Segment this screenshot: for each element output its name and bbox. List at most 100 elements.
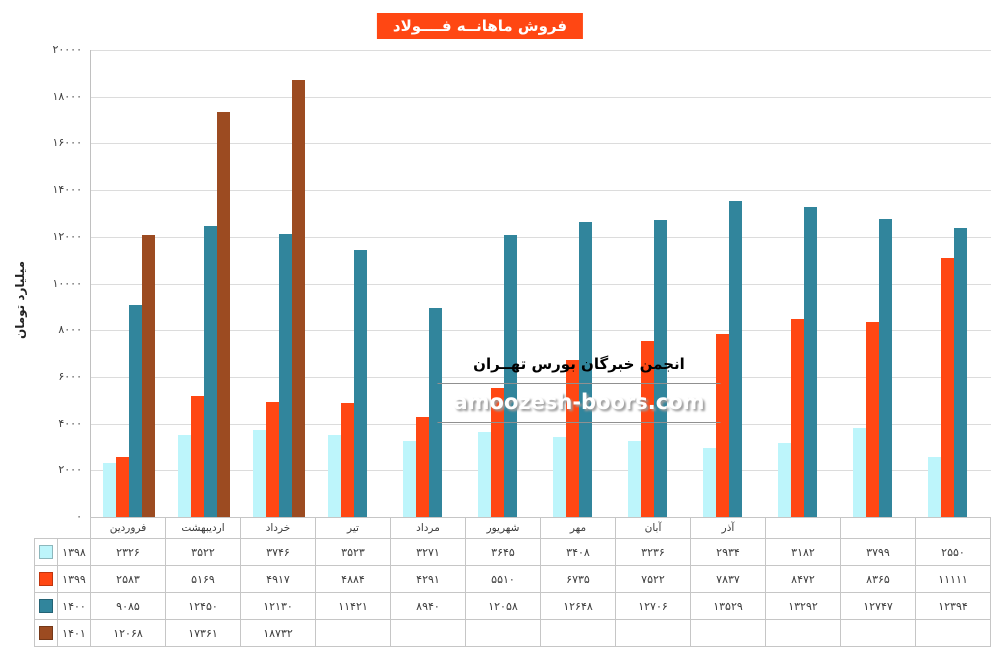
value-cell: ۸۹۴۰ (390, 592, 466, 620)
value-cell: ۱۲۳۹۴ (915, 592, 991, 620)
month-header-cell: خرداد (240, 517, 316, 539)
month-header-cell: آبان (615, 517, 691, 539)
legend-swatch (39, 626, 53, 640)
value-cell: ۱۳۵۲۹ (690, 592, 766, 620)
value-cell: ۲۹۳۴ (690, 538, 766, 566)
bar-series-۱۳۹۹ (940, 258, 954, 517)
gridline (91, 377, 991, 378)
legend-swatch (39, 545, 53, 559)
bar-group (841, 50, 916, 517)
bar-series-۱۳۹۸ (627, 441, 641, 517)
value-cell: ۳۷۹۹ (840, 538, 916, 566)
bar-series-۱۳۹۸ (777, 443, 791, 517)
value-cell: ۱۱۱۱۱ (915, 565, 991, 593)
gridline (91, 424, 991, 425)
month-header-cell: فروردین (90, 517, 166, 539)
bar-series-۱۳۹۹ (790, 319, 804, 517)
bar-series-۱۳۹۹ (415, 417, 429, 517)
bar-series-۱۳۹۸ (327, 435, 341, 517)
bar-series-۱۴۰۱ (216, 112, 230, 517)
value-cell: ۴۹۱۷ (240, 565, 316, 593)
value-cell: ۶۷۳۵ (540, 565, 616, 593)
value-cell: ۱۲۴۵۰ (165, 592, 241, 620)
bar-group (466, 50, 541, 517)
value-cell: ۲۳۲۶ (90, 538, 166, 566)
bar-series-۱۴۰۰ (803, 207, 817, 517)
y-tick-label: ۰ (76, 510, 82, 523)
legend-key-cell (34, 565, 58, 593)
value-cell: ۹۰۸۵ (90, 592, 166, 620)
value-cell: ۳۱۸۲ (765, 538, 841, 566)
value-cell (840, 619, 916, 647)
y-axis-tick-labels: ۰ ۲۰۰۰ ۴۰۰۰ ۶۰۰۰ ۸۰۰۰ ۱۰۰۰۰ ۱۲۰۰۰ ۱۴۰۰۰ ۱۶۰۰۰ ۱۸۰… (0, 43, 82, 523)
bar-series-۱۳۹۸ (927, 457, 941, 517)
gridline (91, 330, 991, 331)
data-table: فروردین اردیبهشت خرداد تیر مرداد شهریور مهر آبا… (34, 517, 991, 647)
gridline (91, 50, 991, 51)
bar-series-۱۴۰۰ (953, 228, 967, 517)
value-cell (540, 619, 616, 647)
bar-series-۱۴۰۰ (353, 250, 367, 517)
bar-series-۱۳۹۹ (865, 322, 879, 517)
value-cell: ۷۸۳۷ (690, 565, 766, 593)
value-cell (915, 619, 991, 647)
bar-group (766, 50, 841, 517)
value-cell: ۳۶۴۵ (465, 538, 541, 566)
value-cell: ۱۲۰۶۸ (90, 619, 166, 647)
value-cell: ۳۲۳۶ (615, 538, 691, 566)
watermark-url-box: amoozesh-boors.com (437, 383, 721, 423)
gridline (91, 143, 991, 144)
bar-series-۱۴۰۰ (128, 305, 142, 517)
legend-key-cell (34, 538, 58, 566)
y-tick-label: ۲۰۰۰۰ (52, 43, 82, 56)
bar-series-۱۴۰۰ (578, 222, 592, 517)
value-cell: ۲۵۵۰ (915, 538, 991, 566)
table-row-۱۴۰۰: ۱۴۰۰ ۹۰۸۵ ۱۲۴۵۰ ۱۲۱۳۰ ۱۱۴۲۱ ۸۹۴۰ ۱۲۰۵۸ ۱۲۶۴۸ ۱۲۷… (34, 592, 991, 620)
month-header-cell: اردیبهشت (165, 517, 241, 539)
bar-series-۱۳۹۸ (702, 448, 716, 517)
value-cell: ۱۲۷۰۶ (615, 592, 691, 620)
legend-key-cell (34, 619, 58, 647)
month-header-cell (840, 517, 916, 539)
value-cell: ۱۲۷۴۷ (840, 592, 916, 620)
table-corner (35, 518, 91, 539)
bar-series-۱۳۹۸ (552, 437, 566, 517)
value-cell: ۳۵۲۳ (315, 538, 391, 566)
bar-series-۱۴۰۰ (428, 308, 442, 517)
chart-title: فروش ماهانــه فــــولاد (376, 13, 584, 39)
bar-series-۱۳۹۹ (565, 360, 579, 517)
bar-series-۱۳۹۸ (177, 435, 191, 517)
plot-area: انجمن خبرگان بورس تهــران amoozesh-boors… (90, 50, 991, 518)
bar-series-۱۳۹۹ (490, 388, 504, 517)
bar-series-۱۴۰۰ (653, 220, 667, 517)
gridline (91, 284, 991, 285)
watermark-text: انجمن خبرگان بورس تهــران (473, 355, 685, 373)
bar-group (241, 50, 316, 517)
gridline (91, 97, 991, 98)
bar-series-۱۳۹۸ (402, 441, 416, 517)
value-cell: ۵۵۱۰ (465, 565, 541, 593)
bar-group (616, 50, 691, 517)
gridline (91, 237, 991, 238)
bar-group (691, 50, 766, 517)
bar-series-۱۴۰۰ (203, 226, 217, 517)
bar-series-۱۳۹۸ (852, 428, 866, 517)
value-cell: ۳۲۷۱ (390, 538, 466, 566)
bar-series-۱۳۹۹ (190, 396, 204, 517)
value-cell: ۳۷۴۶ (240, 538, 316, 566)
value-cell: ۱۷۳۶۱ (165, 619, 241, 647)
series-year-label: ۱۳۹۹ (57, 565, 91, 593)
value-cell: ۸۳۶۵ (840, 565, 916, 593)
legend-swatch (39, 572, 53, 586)
bar-series-۱۳۹۸ (477, 432, 491, 517)
value-cell: ۴۸۸۴ (315, 565, 391, 593)
gridline (91, 190, 991, 191)
value-cell: ۸۴۷۲ (765, 565, 841, 593)
value-cell: ۱۲۶۴۸ (540, 592, 616, 620)
y-tick-label: ۱۲۰۰۰ (52, 230, 82, 243)
series-year-label: ۱۴۰۰ (57, 592, 91, 620)
legend-swatch (39, 599, 53, 613)
bar-series-۱۳۹۸ (252, 430, 266, 517)
value-cell: ۱۸۷۳۲ (240, 619, 316, 647)
